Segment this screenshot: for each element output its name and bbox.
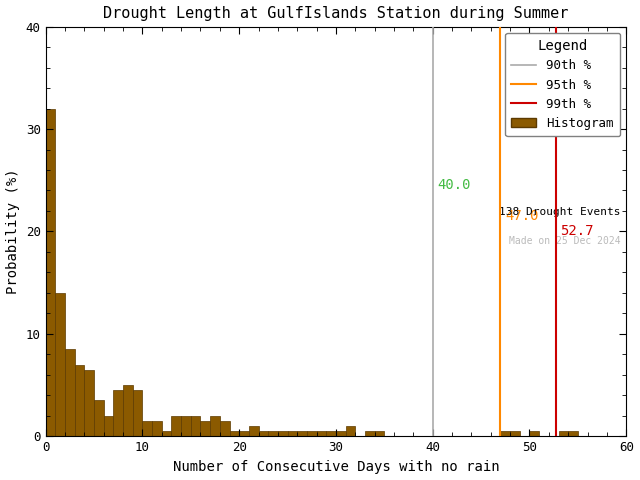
Bar (307, 431, 317, 436)
Bar (113, 390, 123, 436)
Title: Drought Length at GulfIslands Station during Summer: Drought Length at GulfIslands Station du… (103, 6, 569, 21)
Bar (152, 421, 162, 436)
Text: 52.7: 52.7 (561, 225, 594, 239)
Bar (123, 385, 132, 436)
Bar (529, 431, 539, 436)
Bar (346, 426, 355, 436)
Bar (336, 431, 346, 436)
Bar (104, 416, 113, 436)
Text: 138 Drought Events: 138 Drought Events (499, 207, 620, 217)
Bar (239, 431, 249, 436)
Bar (230, 431, 239, 436)
Bar (132, 390, 143, 436)
Bar (55, 293, 65, 436)
Bar (84, 370, 94, 436)
Bar (45, 108, 55, 436)
Bar (191, 416, 200, 436)
Bar (94, 400, 104, 436)
Bar (559, 431, 568, 436)
X-axis label: Number of Consecutive Days with no rain: Number of Consecutive Days with no rain (173, 460, 499, 474)
Bar (220, 421, 230, 436)
Bar (297, 431, 307, 436)
Bar (365, 431, 374, 436)
Bar (200, 421, 210, 436)
Bar (249, 426, 259, 436)
Bar (568, 431, 578, 436)
Bar (287, 431, 297, 436)
Bar (510, 431, 520, 436)
Bar (374, 431, 385, 436)
Bar (278, 431, 287, 436)
Y-axis label: Probability (%): Probability (%) (6, 168, 20, 294)
Bar (65, 349, 75, 436)
Bar (162, 431, 172, 436)
Text: Made on 25 Dec 2024: Made on 25 Dec 2024 (509, 236, 620, 246)
Text: 40.0: 40.0 (438, 179, 471, 192)
Bar (210, 416, 220, 436)
Legend: 90th %, 95th %, 99th %, Histogram: 90th %, 95th %, 99th %, Histogram (505, 33, 620, 136)
Bar (143, 421, 152, 436)
Bar (75, 365, 84, 436)
Bar (317, 431, 326, 436)
Bar (268, 431, 278, 436)
Bar (259, 431, 268, 436)
Bar (181, 416, 191, 436)
Text: 47.0: 47.0 (506, 209, 539, 223)
Bar (172, 416, 181, 436)
Bar (500, 431, 510, 436)
Bar (326, 431, 336, 436)
